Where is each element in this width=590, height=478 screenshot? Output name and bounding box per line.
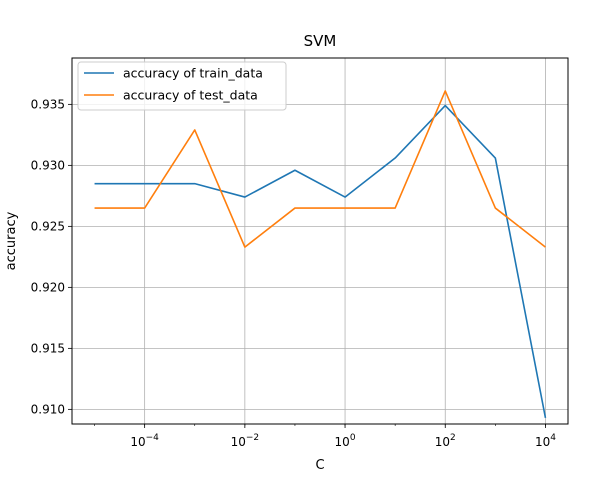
x-tick-label: 100 [335, 433, 356, 449]
x-tick-label: 10−2 [231, 433, 260, 449]
x-axis-label: C [315, 458, 324, 473]
legend: accuracy of train_data accuracy of test_… [77, 61, 287, 111]
chart-title: SVM [304, 32, 337, 50]
x-tick-label: 104 [535, 433, 556, 449]
y-tick-label: 0.920 [31, 280, 65, 294]
x-tick-label: 10−4 [130, 433, 159, 449]
legend-label-test: accuracy of test_data [123, 88, 258, 103]
y-axis-label: accuracy [4, 211, 19, 270]
x-tick-label: 102 [435, 433, 456, 449]
y-tick-label: 0.930 [31, 158, 65, 172]
y-tick-label: 0.915 [31, 341, 65, 355]
series-line-train [94, 104, 547, 419]
plot-frame [71, 57, 569, 425]
y-axis: 0.910 0.915 0.920 0.925 0.930 0.935 [31, 97, 72, 416]
y-tick-label: 0.925 [31, 219, 65, 233]
x-axis: 10−4 10−2 100 102 104 [94, 424, 556, 449]
legend-box [77, 61, 287, 111]
legend-label-train: accuracy of train_data [123, 66, 263, 81]
y-tick-label: 0.935 [31, 97, 65, 111]
grid [72, 58, 568, 424]
series-layer [94, 90, 547, 419]
y-tick-label: 0.910 [31, 402, 65, 416]
series-line-test [94, 90, 546, 248]
